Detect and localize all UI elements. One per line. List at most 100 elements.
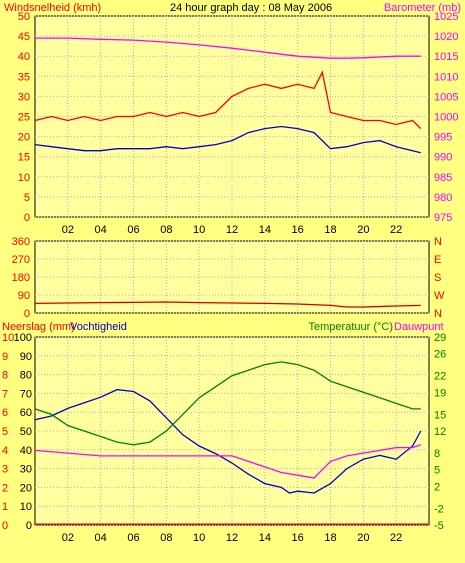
wind-x-tick-4: 10 <box>193 224 205 236</box>
humidity-y-tick-3: 30 <box>20 464 32 476</box>
climate-series-temp <box>34 361 421 446</box>
climate-x-tick-7: 16 <box>292 532 304 544</box>
humidity-y-tick-0: 0 <box>26 520 32 532</box>
climate-x-tick-0: 02 <box>62 532 74 544</box>
climate-series-dew <box>34 444 422 479</box>
wind-y-tick-3: 15 <box>18 152 30 164</box>
wind-y-tick-2: 10 <box>18 172 30 184</box>
wind-x-tick-1: 04 <box>95 224 107 236</box>
temperature-y2-tick-10: 29 <box>434 332 446 344</box>
humidity-y-tick-4: 40 <box>20 445 32 457</box>
climate-x-tick-8: 18 <box>324 532 336 544</box>
rain-humidity-temperature-chart: Neerslag (mm) Vochtigheid Temperatuur (°… <box>2 321 446 544</box>
rain-y-tick-0: 0 <box>2 520 8 532</box>
baro-y2-tick-5: 1000 <box>434 112 458 124</box>
climate-x-tick-5: 12 <box>226 532 238 544</box>
baro-y2-tick-7: 1010 <box>434 71 458 83</box>
temperature-y2-tick-9: 26 <box>434 349 446 361</box>
baro-y2-tick-1: 980 <box>434 192 452 204</box>
direction-y2-tick-1: W <box>434 290 445 302</box>
direction-y-tick-0: 0 <box>24 308 30 320</box>
humidity-y-tick-2: 20 <box>20 482 32 494</box>
humidity-y-tick-5: 50 <box>20 426 32 438</box>
direction-y-tick-1: 90 <box>18 290 30 302</box>
rain-axis-label: Neerslag (mm) <box>2 321 75 333</box>
humidity-axis-label: Vochtigheid <box>70 321 127 333</box>
rain-y-tick-6: 6 <box>2 407 8 419</box>
rain-y-tick-4: 4 <box>2 445 8 457</box>
wind-y-tick-4: 20 <box>18 132 30 144</box>
humidity-y-tick-8: 80 <box>20 370 32 382</box>
baro-y2-tick-6: 1005 <box>434 91 458 103</box>
temperature-y2-tick-1: -2 <box>434 503 444 515</box>
direction-y2-tick-0: N <box>434 308 442 320</box>
rain-y-tick-10: 10 <box>2 332 14 344</box>
climate-series-hum <box>34 388 422 494</box>
wind-x-tick-9: 20 <box>357 224 369 236</box>
direction-y-tick-4: 360 <box>12 236 30 248</box>
direction-y2-tick-3: E <box>434 254 441 266</box>
wind-y-tick-7: 35 <box>18 71 30 83</box>
rain-y-tick-9: 9 <box>2 351 8 363</box>
wind-x-tick-2: 06 <box>127 224 139 236</box>
baro-y2-tick-8: 1015 <box>434 51 458 63</box>
climate-x-tick-2: 06 <box>127 532 139 544</box>
wind-y-tick-9: 45 <box>18 31 30 43</box>
baro-y2-tick-10: 1025 <box>434 11 458 23</box>
wind-x-tick-0: 02 <box>62 224 74 236</box>
wind-series-baro <box>35 37 421 59</box>
climate-x-tick-4: 10 <box>193 532 205 544</box>
temperature-y2-tick-3: 5 <box>434 465 440 477</box>
wind-y-tick-1: 5 <box>24 192 30 204</box>
wind-y-tick-5: 25 <box>18 112 30 124</box>
direction-y-tick-2: 180 <box>12 272 30 284</box>
wind-y-tick-8: 40 <box>18 51 30 63</box>
rain-y-tick-3: 3 <box>2 464 8 476</box>
baro-y2-tick-9: 1020 <box>434 31 458 43</box>
baro-y2-tick-0: 975 <box>434 212 452 224</box>
temperature-y2-tick-4: 8 <box>434 448 440 460</box>
baro-y2-tick-4: 995 <box>434 132 452 144</box>
temperature-y2-tick-8: 22 <box>434 371 446 383</box>
wind-x-tick-3: 08 <box>160 224 172 236</box>
climate-x-tick-10: 22 <box>390 532 402 544</box>
direction-y-tick-3: 270 <box>12 254 30 266</box>
wind-x-tick-5: 12 <box>226 224 238 236</box>
wind-series-avg <box>34 125 421 154</box>
rain-y-tick-5: 5 <box>2 426 8 438</box>
rain-y-tick-2: 2 <box>2 482 8 494</box>
rain-y-tick-1: 1 <box>2 501 8 513</box>
baro-y2-tick-3: 990 <box>434 152 452 164</box>
temperature-y2-tick-0: -5 <box>434 520 444 532</box>
wind-x-tick-6: 14 <box>259 224 271 236</box>
temperature-y2-tick-5: 12 <box>434 426 446 438</box>
wind-x-tick-7: 16 <box>292 224 304 236</box>
wind-axis-label: Windsnelheid (kmh) <box>4 2 101 14</box>
climate-x-tick-3: 08 <box>160 532 172 544</box>
chart-title: 24 hour graph day : 08 May 2006 <box>170 2 332 14</box>
wind-series-gust <box>34 70 422 130</box>
temperature-y2-tick-2: 2 <box>434 481 440 493</box>
humidity-y-tick-10: 100 <box>14 332 32 344</box>
barometer-axis-label: Barometer (mb) <box>384 2 461 14</box>
humidity-y-tick-9: 90 <box>20 351 32 363</box>
rain-y-tick-8: 8 <box>2 370 8 382</box>
temperature-y2-tick-7: 19 <box>434 387 446 399</box>
humidity-y-tick-7: 70 <box>20 388 32 400</box>
rain-y-tick-7: 7 <box>2 388 8 400</box>
wind-y-tick-10: 50 <box>18 11 30 23</box>
wind-y-tick-6: 30 <box>18 91 30 103</box>
wind-x-tick-8: 18 <box>324 224 336 236</box>
wind-barometer-chart: Windsnelheid (kmh) 24 hour graph day : 0… <box>4 2 461 236</box>
dewpoint-axis-label: Dauwpunt <box>394 321 444 333</box>
climate-x-tick-6: 14 <box>259 532 271 544</box>
wind-x-tick-10: 22 <box>390 224 402 236</box>
baro-y2-tick-2: 985 <box>434 172 452 184</box>
temperature-axis-label: Temperatuur (°C) <box>309 321 393 333</box>
humidity-y-tick-6: 60 <box>20 407 32 419</box>
temperature-y2-tick-6: 15 <box>434 409 446 421</box>
direction-series-dir <box>34 301 421 308</box>
direction-y2-tick-4: N <box>434 236 442 248</box>
